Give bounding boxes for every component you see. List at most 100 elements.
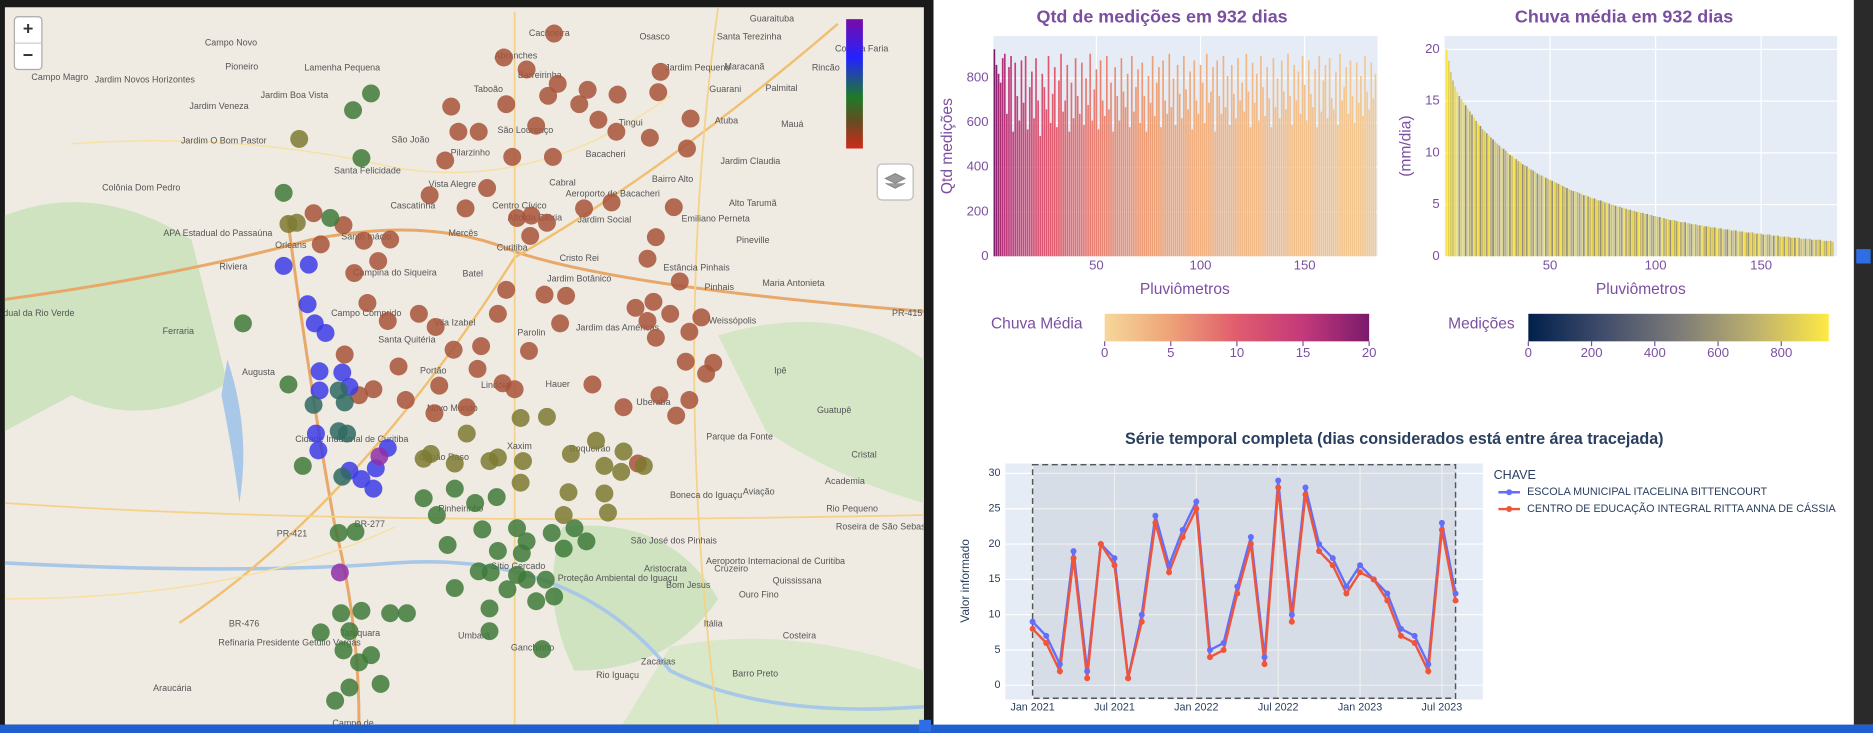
station-marker[interactable] [344, 101, 363, 120]
station-marker[interactable] [352, 601, 371, 620]
station-marker[interactable] [326, 691, 345, 710]
station-marker[interactable] [335, 393, 354, 412]
station-marker[interactable] [587, 431, 605, 450]
station-marker[interactable] [614, 442, 633, 461]
station-marker[interactable] [279, 375, 298, 394]
station-marker[interactable] [330, 563, 349, 582]
station-marker[interactable] [472, 337, 491, 356]
station-marker[interactable] [333, 363, 352, 382]
station-marker[interactable] [535, 285, 554, 304]
station-marker[interactable] [595, 484, 614, 503]
station-marker[interactable] [340, 622, 359, 641]
station-marker[interactable] [457, 398, 476, 417]
station-marker[interactable] [667, 406, 686, 425]
station-marker[interactable] [233, 314, 252, 333]
station-marker[interactable] [421, 444, 440, 463]
station-marker[interactable] [469, 122, 488, 141]
zoom-out[interactable]: − [23, 45, 33, 65]
station-marker[interactable] [664, 198, 683, 217]
station-marker[interactable] [508, 209, 526, 227]
station-marker[interactable] [378, 312, 397, 330]
station-marker[interactable] [488, 541, 507, 560]
station-marker[interactable] [650, 386, 669, 405]
station-marker[interactable] [602, 193, 621, 212]
station-marker[interactable] [512, 544, 531, 563]
station-marker[interactable] [316, 323, 335, 342]
station-marker[interactable] [494, 48, 513, 67]
station-marker[interactable] [381, 604, 400, 623]
station-marker[interactable] [559, 483, 578, 502]
station-marker[interactable] [575, 199, 594, 218]
station-marker[interactable] [345, 264, 364, 283]
station-marker[interactable] [543, 147, 562, 166]
station-marker[interactable] [488, 304, 507, 323]
station-marker[interactable] [589, 110, 608, 129]
station-marker[interactable] [649, 83, 668, 102]
station-marker[interactable] [497, 95, 516, 114]
station-marker[interactable] [338, 424, 357, 443]
station-marker[interactable] [436, 151, 455, 170]
station-marker[interactable] [346, 522, 365, 541]
station-marker[interactable] [634, 456, 653, 475]
station-marker[interactable] [651, 62, 670, 81]
station-marker[interactable] [274, 256, 293, 275]
station-marker[interactable] [321, 209, 340, 227]
station-marker[interactable] [335, 345, 354, 364]
station-marker[interactable] [304, 395, 323, 414]
station-marker[interactable] [542, 523, 561, 542]
station-marker[interactable] [578, 80, 597, 99]
station-marker[interactable] [290, 129, 309, 148]
station-marker[interactable] [340, 678, 359, 697]
station-marker[interactable] [309, 441, 328, 460]
station-marker[interactable] [445, 579, 464, 598]
station-marker[interactable] [670, 272, 689, 291]
resize-handle[interactable] [919, 719, 932, 732]
station-marker[interactable] [311, 623, 330, 642]
station-marker[interactable] [354, 231, 373, 250]
station-marker[interactable] [536, 570, 555, 589]
station-marker[interactable] [545, 587, 564, 606]
station-marker[interactable] [539, 86, 558, 105]
station-marker[interactable] [310, 362, 329, 381]
station-marker[interactable] [527, 592, 546, 611]
station-marker[interactable] [548, 74, 567, 93]
station-marker[interactable] [364, 479, 383, 498]
station-marker[interactable] [498, 580, 517, 599]
station-marker[interactable] [430, 376, 449, 395]
station-marker[interactable] [570, 95, 589, 114]
station-marker[interactable] [680, 391, 699, 410]
side-handle[interactable] [1856, 249, 1871, 264]
station-marker[interactable] [681, 109, 700, 128]
station-marker[interactable] [692, 308, 711, 327]
station-marker[interactable] [661, 304, 680, 323]
station-marker[interactable] [511, 409, 530, 427]
station-marker[interactable] [503, 147, 522, 166]
station-marker[interactable] [522, 206, 541, 225]
station-marker[interactable] [557, 286, 576, 305]
station-marker[interactable] [304, 204, 323, 223]
station-marker[interactable] [551, 314, 570, 333]
station-marker[interactable] [299, 255, 318, 274]
station-marker[interactable] [389, 357, 408, 376]
station-marker[interactable] [425, 404, 444, 423]
layers-button[interactable] [876, 163, 914, 201]
station-marker[interactable] [608, 85, 627, 104]
station-marker[interactable] [333, 467, 352, 486]
station-marker[interactable] [644, 292, 663, 311]
station-marker[interactable] [332, 604, 351, 623]
station-marker[interactable] [409, 304, 428, 323]
station-marker[interactable] [449, 122, 468, 141]
station-marker[interactable] [545, 24, 564, 43]
station-marker[interactable] [533, 640, 552, 659]
station-marker[interactable] [554, 506, 573, 524]
station-marker[interactable] [414, 489, 433, 508]
station-marker[interactable] [334, 641, 353, 660]
station-marker[interactable] [537, 407, 556, 426]
station-marker[interactable] [420, 186, 439, 205]
station-marker[interactable] [520, 341, 538, 360]
station-marker[interactable] [577, 532, 596, 551]
station-marker[interactable] [565, 519, 584, 538]
station-marker[interactable] [517, 570, 536, 589]
station-marker[interactable] [517, 60, 536, 79]
station-marker[interactable] [480, 599, 499, 618]
